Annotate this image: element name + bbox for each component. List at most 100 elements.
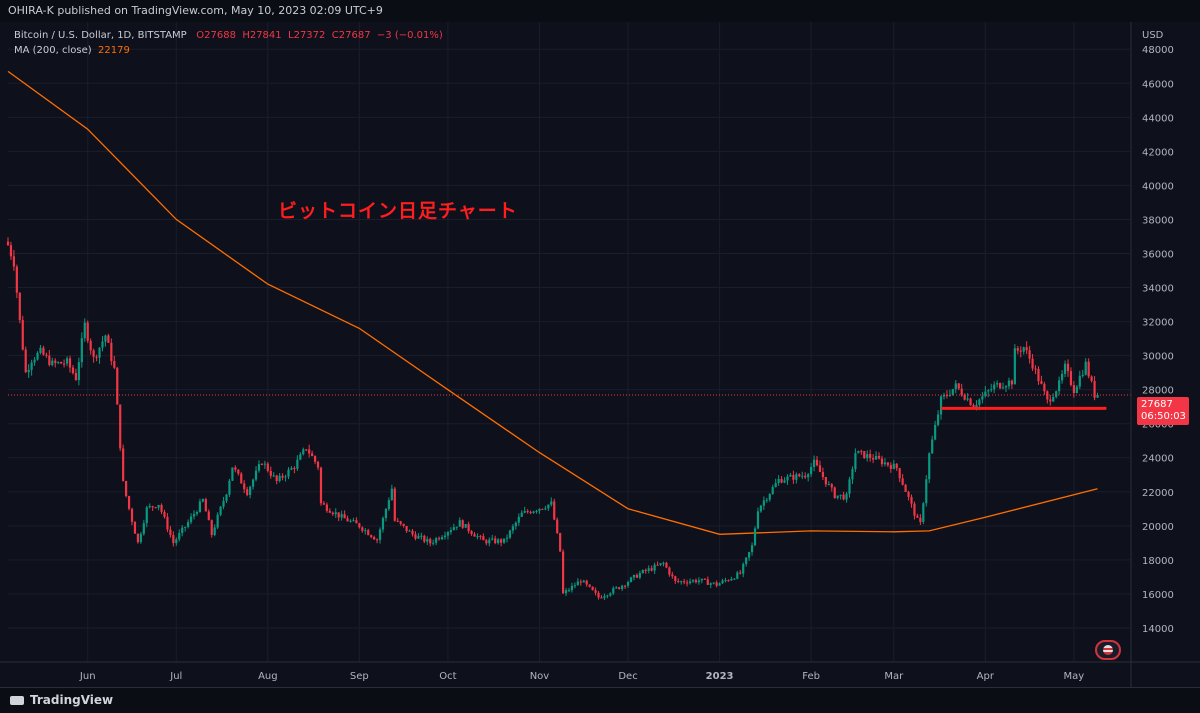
- candle-body: [228, 480, 231, 495]
- ohlc-low: L27372: [288, 30, 326, 41]
- candle-body: [874, 455, 878, 460]
- candle-body: [1043, 383, 1046, 392]
- y-tick-label: 46000: [1142, 79, 1174, 90]
- candle-body: [736, 572, 739, 579]
- candle-body: [27, 369, 30, 373]
- candle-body: [60, 362, 63, 364]
- y-tick-label: 20000: [1142, 522, 1174, 533]
- candle-body: [833, 487, 836, 499]
- candle-body: [883, 462, 887, 465]
- candle-body: [753, 528, 757, 546]
- candle-body: [36, 352, 39, 360]
- candle-body: [187, 522, 190, 527]
- candle-body: [618, 587, 621, 589]
- candle-body: [936, 414, 940, 425]
- candle-body: [1084, 361, 1087, 375]
- candle-body: [429, 539, 432, 544]
- candle-body: [745, 557, 748, 565]
- candle-body: [367, 530, 370, 536]
- axes: 14000 16000 18000 20000 22000 24000 26000 28000…: [0, 22, 1200, 687]
- candle-body: [629, 577, 633, 583]
- candle-body: [750, 545, 754, 553]
- x-tick-label: Jun: [79, 671, 96, 682]
- candle-body: [95, 356, 98, 358]
- candle-body: [821, 472, 825, 477]
- candle-body: [966, 398, 969, 400]
- grid: [8, 22, 1130, 662]
- candle-body: [358, 523, 361, 528]
- candle-body: [1096, 394, 1099, 398]
- candle-body: [125, 480, 128, 497]
- price-chart[interactable]: 14000 16000 18000 20000 22000 24000 26000 28000…: [0, 22, 1200, 687]
- candle-body: [901, 478, 904, 485]
- candle-body: [33, 359, 36, 363]
- candle-body: [839, 494, 842, 496]
- candle-body: [771, 487, 774, 494]
- candle-body: [706, 579, 709, 585]
- candle-body: [1049, 399, 1052, 402]
- candle-body: [1034, 368, 1037, 370]
- candle-body: [172, 535, 175, 544]
- ohlc-high: H27841: [242, 30, 282, 41]
- candle-body: [547, 504, 550, 509]
- candle-body: [925, 479, 928, 504]
- x-tick-label: Dec: [618, 671, 637, 682]
- candle-body: [783, 480, 786, 483]
- candle-body: [136, 533, 140, 543]
- candle-body: [904, 484, 907, 492]
- candle-body: [266, 463, 269, 471]
- y-tick-label: 14000: [1142, 624, 1174, 635]
- candle-body: [697, 580, 701, 583]
- candle-body: [650, 568, 653, 571]
- candle-body: [437, 538, 441, 540]
- candle-body: [1087, 361, 1090, 377]
- candle-body: [851, 469, 854, 480]
- candle-body: [370, 535, 373, 538]
- ohlc-open: O27688: [196, 30, 236, 41]
- candle-body: [284, 476, 287, 478]
- y-tick-label: 18000: [1142, 556, 1174, 567]
- y-tick-label: 22000: [1142, 488, 1174, 499]
- y-tick-label: 16000: [1142, 590, 1174, 601]
- candle-body: [77, 362, 80, 381]
- candle-body: [975, 404, 978, 408]
- candle-body: [756, 511, 760, 529]
- candle-body: [688, 581, 692, 584]
- candle-body: [464, 524, 467, 528]
- candle-body: [1022, 347, 1025, 352]
- symbol-name[interactable]: Bitcoin / U.S. Dollar, 1D, BITSTAMP: [14, 30, 187, 41]
- candle-body: [978, 399, 981, 405]
- candle-body: [963, 395, 966, 400]
- candle-body: [774, 483, 777, 488]
- candle-body: [375, 539, 379, 541]
- candle-body: [494, 538, 497, 544]
- candle-body: [662, 562, 665, 564]
- candle-body: [225, 494, 228, 501]
- candle-body: [107, 335, 110, 343]
- candle-body: [733, 578, 736, 580]
- candle-body: [184, 526, 187, 528]
- candle-body: [1025, 347, 1028, 351]
- candle-body: [275, 475, 278, 481]
- candle-body: [237, 469, 240, 474]
- candle-body: [63, 363, 66, 365]
- candle-body: [440, 537, 444, 540]
- candle-body: [597, 592, 600, 598]
- candle-body: [175, 539, 178, 544]
- candle-body: [981, 396, 984, 400]
- candle-body: [1031, 358, 1034, 369]
- candle-body: [591, 586, 594, 591]
- candle-body: [240, 473, 243, 484]
- candle-body: [299, 454, 302, 460]
- candle-body: [544, 508, 547, 510]
- candle-body: [169, 529, 172, 536]
- candle-body: [812, 459, 816, 467]
- us-flag-icon[interactable]: [1095, 640, 1121, 660]
- candle-body: [541, 508, 544, 510]
- candle-body: [373, 537, 376, 540]
- ma-label[interactable]: MA (200, close): [14, 45, 92, 56]
- ma-value: 22179: [98, 45, 130, 56]
- footer-bar: TradingView: [0, 687, 1200, 713]
- candle-body: [119, 404, 122, 449]
- candle-body: [972, 405, 975, 408]
